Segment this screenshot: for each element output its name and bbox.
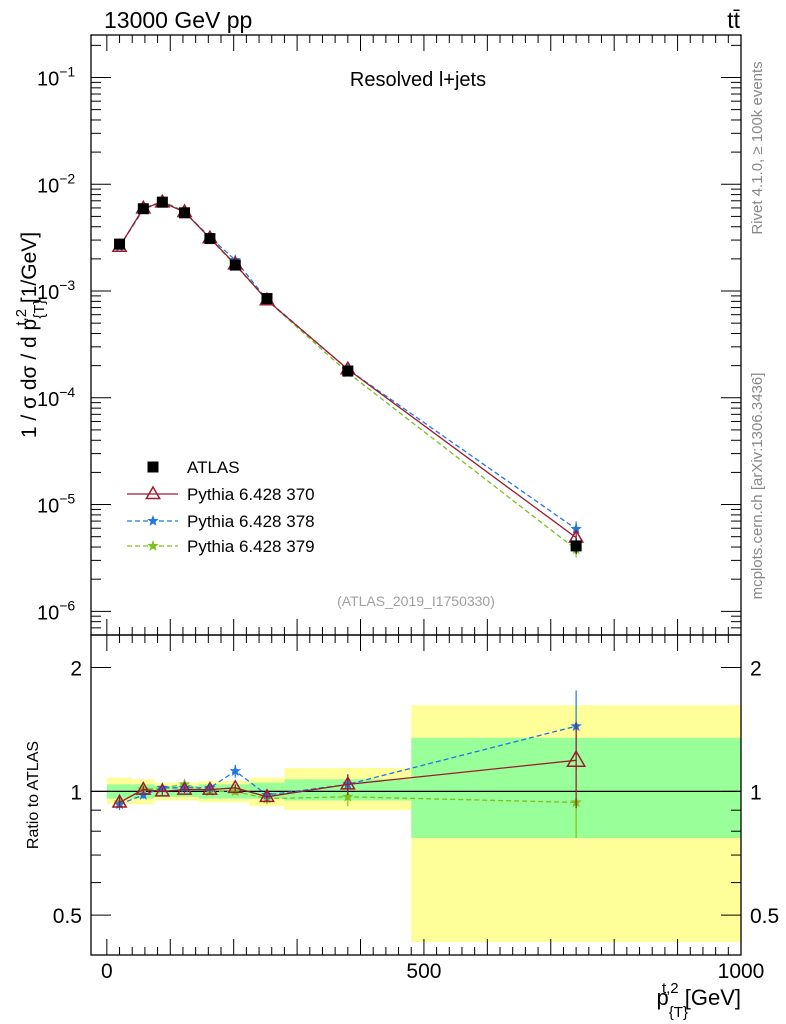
- ratio-y-tick-label-right: 1: [750, 781, 762, 804]
- ratio-panel: 0.5 0.5 1 1 2 2 0 500 1000 Ratio to ATLAS p{T} t,…: [25, 634, 779, 1021]
- ratio-axis-ticks: 0.5 0.5 1 1 2 2 0 500 1000: [53, 635, 779, 983]
- y-tick-label-base: 10: [37, 282, 59, 304]
- ratio-y-tick-label-left: 0.5: [53, 905, 82, 928]
- point-atlas: [229, 259, 241, 271]
- y-tick-label-base: 10: [37, 175, 59, 197]
- point-atlas: [137, 203, 149, 215]
- legend-marker-atlas: [147, 461, 159, 473]
- x-tick-label: 500: [406, 960, 441, 983]
- analysis-label: (ATLAS_2019_I1750330): [337, 593, 495, 609]
- x-axis-label-main: p: [657, 985, 669, 1010]
- y-tick-label-base: 10: [37, 602, 59, 624]
- main-data-layer: [111, 193, 585, 558]
- ratio-y-tick-label-left: 2: [70, 658, 82, 681]
- ratio-point-p370: [135, 781, 152, 795]
- ratio-point-p370: [227, 779, 244, 794]
- y-tick-label-exponent: −2: [59, 170, 75, 186]
- ratio-point-p370: [111, 793, 128, 808]
- y-tick-label-exponent: −6: [59, 597, 75, 613]
- y-tick-label: 10−4: [37, 384, 75, 411]
- x-axis-label-sup: t,2: [662, 980, 679, 997]
- point-atlas: [570, 540, 582, 552]
- ratio-y-axis-label: Ratio to ATLAS: [25, 741, 42, 849]
- legend-marker-p378: [147, 515, 159, 526]
- y-tick-label: 10−2: [37, 170, 75, 197]
- y-tick-label: 10−1: [37, 63, 75, 90]
- ratio-point-p370: [201, 781, 218, 795]
- ratio-point-p370: [259, 788, 275, 803]
- legend-label-atlas: ATLAS: [187, 458, 240, 477]
- ratio-point-p379: [342, 790, 354, 802]
- point-atlas: [114, 238, 126, 250]
- point-atlas: [342, 365, 354, 377]
- y-tick-label-exponent: −3: [59, 277, 75, 293]
- y-tick-label-base: 10: [37, 389, 59, 411]
- point-p378: [229, 254, 241, 265]
- energy-label: 13000 GeV pp: [104, 7, 252, 33]
- y-tick-label-base: 10: [37, 68, 59, 90]
- ratio-point-p370: [176, 781, 193, 795]
- main-y-axis-label-unit: [1/GeV]: [18, 232, 41, 309]
- ratio-y-tick-label-left: 1: [70, 781, 82, 804]
- main-panel: 10−610−510−410−310−210−1 Resolved l+jets…: [13, 34, 742, 636]
- x-tick-label: 1000: [718, 960, 765, 983]
- x-axis-label-sub: {T}: [669, 1004, 688, 1021]
- y-tick-label-exponent: −1: [59, 63, 75, 79]
- rivet-version-label: Rivet 4.1.0, ≥ 100k events: [749, 61, 766, 234]
- main-y-axis-label-main: 1 / σ dσ / d p: [18, 319, 41, 438]
- y-tick-label-exponent: −5: [59, 491, 75, 507]
- y-tick-label-exponent: −4: [59, 384, 75, 400]
- legend-label-p370: Pythia 6.428 370: [187, 485, 315, 504]
- point-atlas: [261, 293, 273, 305]
- x-axis-label-unit: [GeV]: [679, 985, 741, 1010]
- legend-marker-p379: [147, 540, 159, 551]
- point-atlas: [204, 233, 216, 245]
- legend: ATLAS Pythia 6.428 370 Pythia 6.428 378 Pyt…: [127, 458, 315, 556]
- ratio-point-p370: [154, 782, 171, 797]
- point-p378: [570, 523, 582, 534]
- ratio-frame: [90, 634, 742, 956]
- y-tick-label: 10−3: [37, 277, 75, 304]
- main-title: Resolved l+jets: [350, 69, 486, 91]
- main-y-axis-label-sub: {T}: [31, 300, 48, 319]
- ratio-y-tick-label-right: 0.5: [750, 905, 779, 928]
- legend-label-p378: Pythia 6.428 378: [187, 512, 315, 531]
- point-atlas: [179, 207, 191, 219]
- process-label: tt̄: [727, 7, 740, 33]
- y-tick-label: 10−5: [37, 491, 75, 518]
- main-axis-ticks: 10−610−510−410−310−210−1: [37, 35, 742, 636]
- point-atlas: [156, 196, 168, 208]
- legend-marker-p370: [145, 485, 161, 500]
- legend-label-p379: Pythia 6.428 379: [187, 537, 315, 556]
- main-y-axis-label-sup: t,2: [13, 309, 30, 326]
- ratio-point-p370: [339, 775, 356, 790]
- y-tick-label-base: 10: [37, 496, 59, 518]
- ratio-point-p378: [156, 781, 169, 793]
- y-tick-label: 10−6: [37, 597, 75, 624]
- ratio-point-p378: [229, 765, 241, 776]
- ratio-y-tick-label-right: 2: [750, 658, 762, 681]
- x-axis-label: p{T} t,2 [GeV]: [657, 980, 741, 1021]
- main-y-axis-label: 1 / σ dσ / d p{T}t,2 [1/GeV]: [13, 232, 48, 438]
- x-tick-label: 0: [101, 960, 113, 983]
- ratio-line-p379: [119, 783, 577, 804]
- mcplots-label: mcplots.cern.ch [arXiv:1306.3436]: [749, 373, 766, 600]
- ratio-data-layer: [91, 690, 741, 943]
- ratio-point-p370: [566, 749, 587, 767]
